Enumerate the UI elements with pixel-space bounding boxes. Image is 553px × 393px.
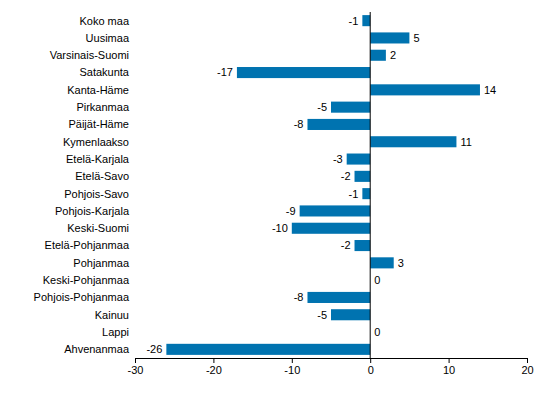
category-label: Satakunta — [79, 66, 129, 78]
data-label: -8 — [294, 291, 304, 303]
data-label: -3 — [333, 153, 343, 165]
bar — [331, 309, 370, 320]
bar — [307, 119, 370, 130]
data-label: -5 — [317, 101, 327, 113]
bar — [166, 344, 370, 355]
category-label: Keski-Pohjanmaa — [43, 274, 130, 286]
plot: -30-20-1001020Koko maaUusimaaVarsinais-S… — [34, 12, 534, 376]
data-label: 3 — [398, 257, 404, 269]
data-label: -26 — [146, 343, 162, 355]
data-label: -5 — [317, 309, 327, 321]
bar — [237, 67, 370, 78]
bar — [370, 257, 394, 268]
data-label: -2 — [341, 239, 351, 251]
tick: 20 — [521, 358, 533, 376]
data-label: -8 — [294, 118, 304, 130]
category-label: Pohjanmaa — [73, 257, 130, 269]
category-label: Varsinais-Suomi — [50, 49, 129, 61]
bar — [362, 15, 370, 26]
category-label: Etelä-Savo — [75, 170, 129, 182]
data-label: -10 — [272, 222, 288, 234]
category-label: Kymenlaakso — [63, 136, 129, 148]
category-label: Kanta-Häme — [67, 84, 129, 96]
data-label: 11 — [460, 136, 471, 148]
category-label: Keski-Suomi — [67, 222, 129, 234]
tick-mark — [213, 358, 214, 363]
bars — [166, 15, 480, 355]
tick-label: -20 — [206, 364, 222, 376]
x-axis: -30 -20 -10 0 10 20 — [128, 358, 534, 376]
category-label: Ahvenanmaa — [64, 343, 130, 355]
data-label: 2 — [390, 49, 396, 61]
tick-label: 10 — [443, 364, 455, 376]
tick-label: 20 — [521, 364, 533, 376]
tick-label: -30 — [128, 364, 144, 376]
tick: -30 — [128, 358, 144, 376]
tick-mark — [370, 358, 371, 363]
bar — [370, 84, 480, 95]
tick-label: -10 — [284, 364, 300, 376]
bar — [300, 205, 371, 216]
data-label: 0 — [374, 274, 380, 286]
bar — [331, 102, 370, 113]
bar — [370, 136, 456, 147]
category-label: Pohjois-Karjala — [55, 205, 130, 217]
zero-line — [370, 12, 371, 358]
data-label: -2 — [341, 170, 351, 182]
axis-line — [136, 359, 528, 364]
tick-mark — [292, 358, 293, 363]
tick-mark — [449, 358, 450, 363]
category-label: Pohjois-Pohjanmaa — [34, 291, 130, 303]
tick: -20 — [206, 358, 222, 376]
tick-mark — [135, 358, 136, 363]
category-label: Kainuu — [95, 309, 129, 321]
bar — [292, 223, 370, 234]
data-label: 14 — [484, 84, 496, 96]
tick: -10 — [284, 358, 300, 376]
data-labels: -1 5 2 -17 14 -5 -8 11 -3 -2 -1 -9 -10 -2 3 0 -8 -5 0 -26 — [146, 15, 496, 356]
data-label: -17 — [217, 66, 233, 78]
bar — [370, 32, 409, 43]
category-label: Etelä-Karjala — [66, 153, 130, 165]
bar — [362, 188, 370, 199]
tick: 0 — [368, 358, 374, 376]
category-label: Pohjois-Savo — [64, 188, 129, 200]
tick: 10 — [443, 358, 455, 376]
category-label: Uusimaa — [86, 32, 130, 44]
data-label: 0 — [374, 326, 380, 338]
category-label: Päijät-Häme — [68, 118, 129, 130]
bar — [347, 154, 371, 165]
category-labels: Koko maa Uusimaa Varsinais-Suomi Satakunta K… — [34, 15, 130, 356]
category-label: Pirkanmaa — [76, 101, 129, 113]
bar — [355, 171, 371, 182]
category-label: Lappi — [102, 326, 129, 338]
data-label: 5 — [413, 32, 419, 44]
data-label: -1 — [349, 188, 359, 200]
bar — [355, 240, 371, 251]
data-label: -1 — [349, 15, 359, 27]
bar — [307, 292, 370, 303]
tick-mark — [527, 358, 528, 363]
category-label: Koko maa — [79, 15, 129, 27]
chart: -30-20-1001020Koko maaUusimaaVarsinais-S… — [0, 0, 553, 393]
category-label: Etelä-Pohjanmaa — [45, 239, 130, 251]
data-label: -9 — [286, 205, 296, 217]
bar — [370, 50, 386, 61]
tick-label: 0 — [368, 364, 374, 376]
